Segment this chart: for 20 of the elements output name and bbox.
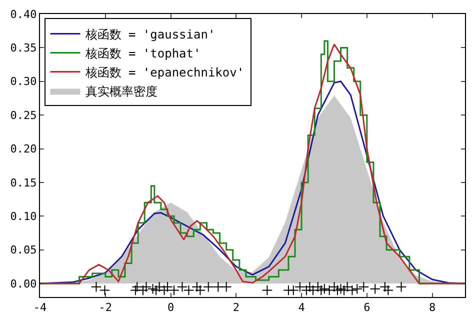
y-tick-label: 0.10 — [10, 210, 37, 223]
x-tick-label: 4 — [298, 301, 306, 314]
y-tick-label: 0.30 — [10, 75, 37, 88]
y-tick-label: 0.00 — [10, 277, 37, 290]
x-tick-label: 6 — [364, 301, 370, 314]
y-tick-label: 0.25 — [10, 108, 37, 122]
y-tick-label: 0.35 — [10, 42, 37, 55]
y-tick-label: 0.20 — [10, 142, 37, 156]
legend-label: 核函数 = 'gaussian' — [84, 27, 216, 42]
x-tick-label: -2 — [98, 301, 112, 314]
y-tick-label: 0.40 — [10, 8, 37, 21]
x-tick-label: 0 — [167, 301, 174, 314]
x-tick-label: 8 — [428, 301, 436, 314]
x-tick-label: 2 — [232, 301, 240, 314]
legend-label: 核函数 = 'epanechnikov' — [84, 65, 244, 80]
y-tick-label: 0.05 — [10, 244, 37, 257]
legend-label: 真实概率密度 — [85, 84, 158, 98]
y-tick-label: 0.15 — [10, 176, 37, 190]
x-tick-label: -4 — [33, 301, 47, 314]
legend-label: 核函数 = 'tophat' — [84, 46, 201, 60]
